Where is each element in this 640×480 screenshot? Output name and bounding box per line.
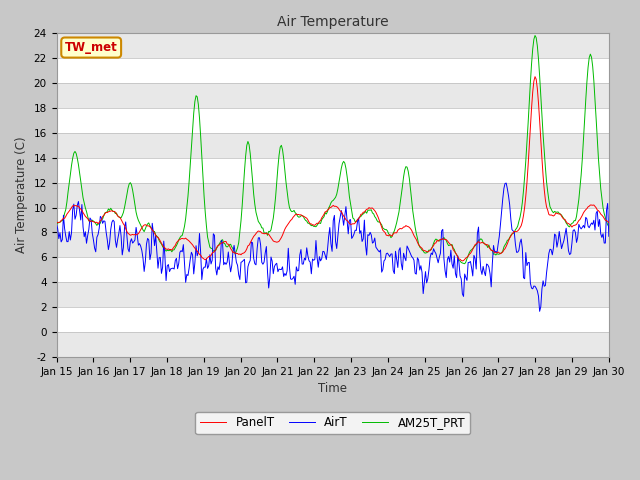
AM25T_PRT: [285, 204, 293, 210]
Line: AM25T_PRT: AM25T_PRT: [56, 36, 609, 264]
AM25T_PRT: [531, 33, 539, 38]
Title: Air Temperature: Air Temperature: [277, 15, 388, 29]
AM25T_PRT: [362, 208, 369, 214]
AirT: [285, 264, 293, 270]
PanelT: [225, 241, 232, 247]
Bar: [56, 257, 609, 282]
Bar: [56, 182, 609, 207]
AirT: [225, 249, 232, 255]
AM25T_PRT: [225, 243, 232, 249]
Bar: [56, 232, 609, 257]
PanelT: [531, 74, 539, 80]
Bar: [56, 207, 609, 232]
Line: PanelT: PanelT: [56, 77, 609, 261]
Bar: [56, 83, 609, 108]
PanelT: [285, 219, 293, 225]
Bar: [56, 108, 609, 132]
AirT: [502, 180, 510, 186]
PanelT: [52, 220, 60, 226]
Bar: [56, 282, 609, 307]
AirT: [536, 309, 543, 314]
PanelT: [557, 211, 564, 217]
Text: TW_met: TW_met: [65, 41, 118, 54]
AirT: [557, 237, 564, 243]
AM25T_PRT: [52, 221, 60, 227]
Bar: [56, 307, 609, 332]
AirT: [458, 291, 466, 297]
PanelT: [458, 258, 466, 264]
Bar: [56, 33, 609, 58]
AM25T_PRT: [461, 261, 468, 266]
AirT: [605, 233, 612, 239]
PanelT: [460, 258, 467, 264]
X-axis label: Time: Time: [318, 383, 347, 396]
Legend: PanelT, AirT, AM25T_PRT: PanelT, AirT, AM25T_PRT: [195, 412, 470, 434]
AM25T_PRT: [557, 211, 564, 217]
AM25T_PRT: [458, 260, 466, 266]
AirT: [52, 221, 60, 227]
PanelT: [388, 233, 396, 239]
Bar: [56, 157, 609, 182]
AirT: [362, 242, 369, 248]
AirT: [388, 251, 396, 257]
Bar: [56, 132, 609, 157]
Bar: [56, 332, 609, 357]
AM25T_PRT: [605, 224, 612, 229]
Bar: [56, 58, 609, 83]
AM25T_PRT: [388, 234, 396, 240]
Line: AirT: AirT: [56, 183, 609, 312]
Y-axis label: Air Temperature (C): Air Temperature (C): [15, 137, 28, 253]
PanelT: [605, 219, 612, 225]
PanelT: [362, 207, 369, 213]
